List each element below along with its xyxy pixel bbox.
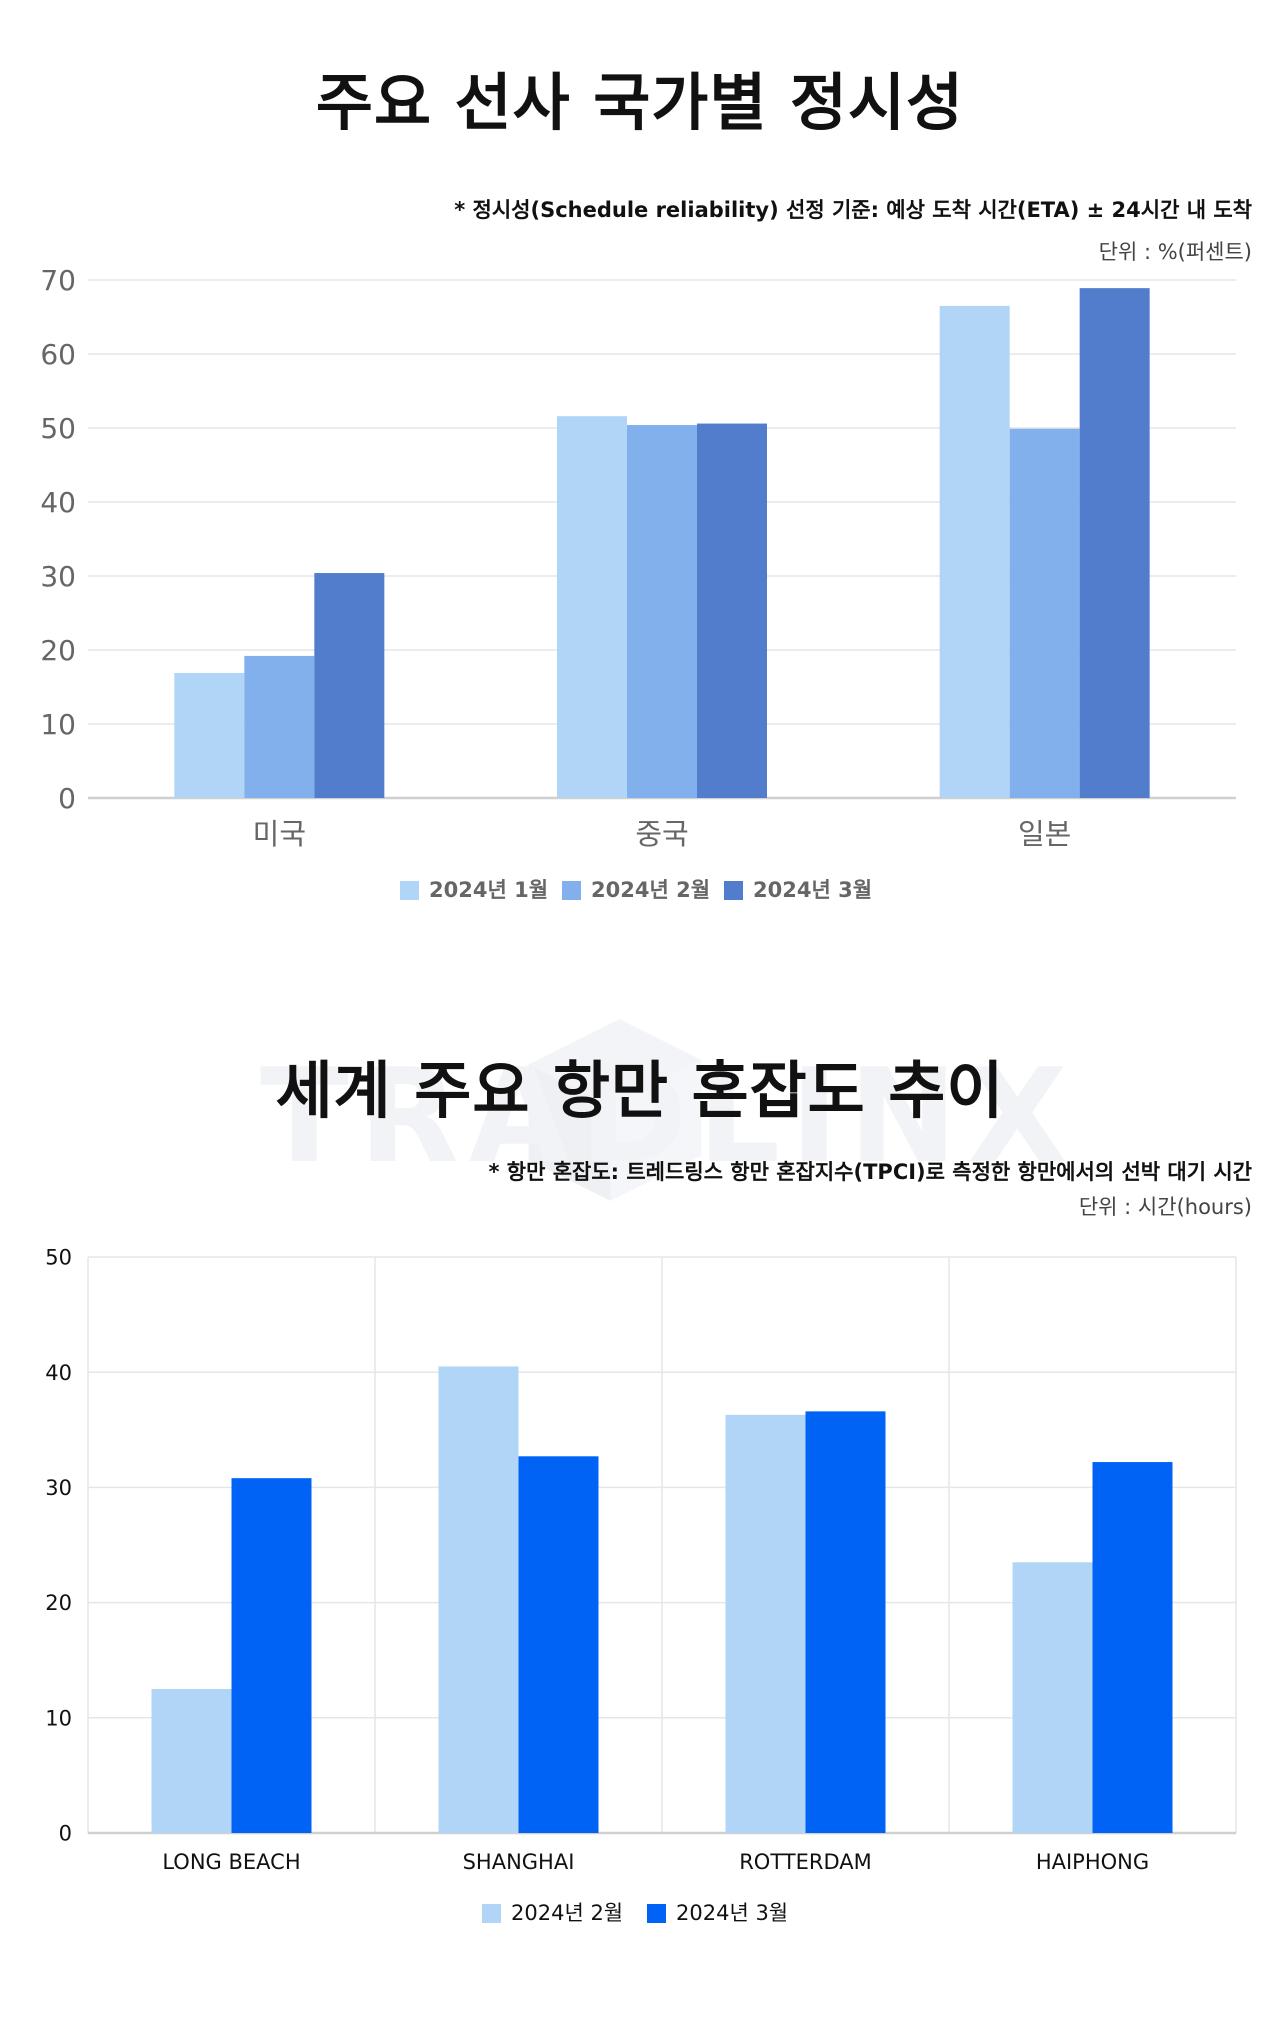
x-tick-label: 일본 bbox=[1018, 817, 1071, 851]
bar bbox=[725, 1414, 806, 1833]
bar bbox=[174, 672, 245, 798]
chart2-title: 세계 주요 항만 혼잡도 추이 bbox=[275, 1054, 1005, 1127]
bar bbox=[1079, 288, 1150, 798]
chart2-note: * 항만 혼잡도: 트레드링스 항만 혼잡지수(TPCI)로 측정한 항만에서의… bbox=[488, 1160, 1252, 1184]
chart2-unit: 단위 : 시간(hours) bbox=[1078, 1195, 1252, 1219]
legend-label: 2024년 2월 bbox=[511, 1901, 623, 1925]
chart1-title: 주요 선사 국가별 정시성 bbox=[315, 66, 965, 139]
bar bbox=[1012, 1562, 1093, 1833]
bar bbox=[151, 1689, 232, 1833]
chart1-unit: 단위 : %(퍼센트) bbox=[1098, 240, 1252, 264]
y-tick-label: 50 bbox=[40, 412, 76, 445]
x-tick-label: 중국 bbox=[635, 817, 688, 851]
y-tick-label: 70 bbox=[40, 264, 76, 297]
bar bbox=[805, 1411, 886, 1833]
y-tick-label: 40 bbox=[45, 1361, 72, 1385]
bar bbox=[244, 655, 315, 798]
x-tick-label: HAIPHONG bbox=[1036, 1850, 1149, 1874]
bar bbox=[557, 416, 627, 798]
bar bbox=[1009, 428, 1080, 798]
legend-swatch bbox=[647, 1904, 666, 1923]
bar bbox=[627, 425, 697, 798]
y-tick-label: 20 bbox=[45, 1591, 72, 1615]
x-tick-label: LONG BEACH bbox=[162, 1850, 300, 1874]
chart1: 0 10 20 30 40 50 60 70 미국 중국 일본 2024년 1월 2024년 2월 202… bbox=[40, 264, 1236, 902]
y-tick-label: 30 bbox=[40, 560, 76, 593]
y-tick-label: 0 bbox=[59, 1822, 72, 1846]
bar bbox=[231, 1478, 312, 1833]
x-tick-label: 미국 bbox=[253, 817, 306, 851]
legend-label: 2024년 3월 bbox=[676, 1901, 788, 1925]
chart1-note: * 정시성(Schedule reliability) 선정 기준: 예상 도착… bbox=[454, 198, 1252, 222]
y-tick-label: 40 bbox=[40, 486, 76, 519]
bar bbox=[438, 1366, 519, 1833]
y-tick-label: 20 bbox=[40, 634, 76, 667]
watermark-text: TRADLINX bbox=[260, 1040, 1078, 1192]
bar bbox=[697, 423, 767, 798]
legend-label: 2024년 1월 bbox=[429, 878, 548, 902]
bar bbox=[518, 1456, 599, 1833]
y-tick-label: 50 bbox=[45, 1246, 72, 1270]
legend-swatch bbox=[562, 881, 581, 900]
y-tick-label: 30 bbox=[45, 1476, 72, 1500]
x-tick-label: ROTTERDAM bbox=[739, 1850, 872, 1874]
legend-swatch bbox=[400, 881, 419, 900]
y-tick-label: 10 bbox=[40, 708, 76, 741]
y-tick-label: 0 bbox=[58, 782, 76, 815]
x-tick-label: SHANGHAI bbox=[463, 1850, 575, 1874]
bar bbox=[1092, 1462, 1173, 1833]
bar bbox=[939, 305, 1010, 798]
legend-swatch bbox=[482, 1904, 501, 1923]
watermark-logo bbox=[528, 1019, 702, 1201]
y-tick-label: 60 bbox=[40, 338, 76, 371]
legend-label: 2024년 2월 bbox=[591, 878, 710, 902]
bar bbox=[314, 573, 385, 798]
legend-label: 2024년 3월 bbox=[753, 878, 872, 902]
legend-swatch bbox=[724, 881, 743, 900]
y-tick-label: 10 bbox=[45, 1706, 72, 1730]
